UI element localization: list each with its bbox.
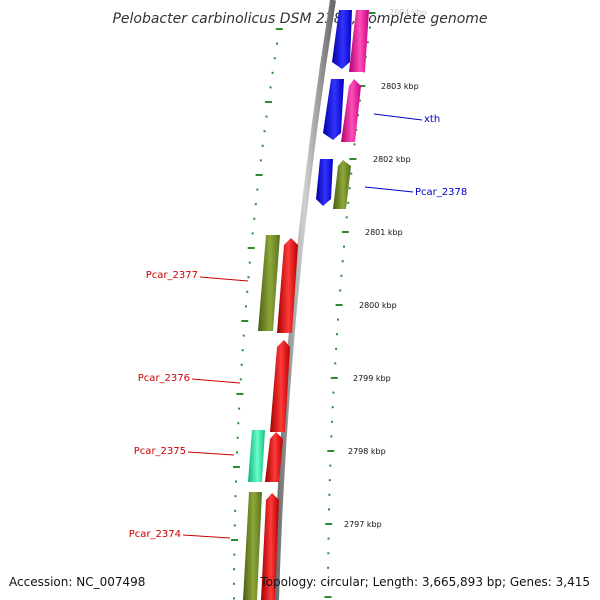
gene-feature-olive (243, 492, 262, 600)
genome-backbone (273, 0, 336, 600)
kbp-label: 2804 kbp (389, 8, 427, 17)
gene-feature-red (265, 432, 283, 482)
gene-label-leader (182, 534, 231, 539)
gene-feature-red (261, 493, 279, 600)
kbp-label: 2798 kbp (348, 447, 386, 456)
kbp-scale-labels: 2804 kbp 2803 kbp 2802 kbp 2801 kbp 2800… (344, 8, 427, 529)
kbp-label: 2799 kbp (353, 374, 391, 383)
gene-label-leader (364, 186, 414, 193)
gene-labels: xth Pcar_2378 Pcar_2377 Pcar_2376 Pcar_2… (129, 113, 467, 540)
genome-stats-text: Topology: circular; Length: 3,665,893 bp… (259, 575, 590, 589)
gene-label-leader (191, 378, 241, 384)
gene-feature-red (270, 340, 290, 432)
gene-feature-olive (333, 160, 351, 209)
gene-feature-blue (332, 10, 352, 69)
gene-label-xth: xth (424, 114, 440, 125)
gene-label-pcar-2378: Pcar_2378 (415, 187, 467, 198)
gene-feature-red (277, 238, 298, 333)
gene-feature-blue (316, 159, 333, 206)
map-title: Pelobacter carbinolicus DSM 2380, comple… (112, 11, 487, 27)
gene-feature-olive (258, 235, 280, 331)
gene-feature-magenta (349, 10, 369, 72)
kbp-label: 2803 kbp (381, 82, 419, 91)
gene-features (243, 10, 369, 600)
kbp-label: 2800 kbp (359, 301, 397, 310)
gene-feature-blue (323, 79, 344, 140)
kbp-label: 2801 kbp (365, 228, 403, 237)
kbp-label: 2797 kbp (344, 520, 382, 529)
gene-feature-mint (248, 430, 265, 482)
tick-marks-inner (231, 28, 283, 600)
gene-label-pcar-2376: Pcar_2376 (138, 373, 190, 384)
gene-label-leader (199, 276, 249, 282)
gene-feature-magenta (341, 79, 361, 142)
gene-label-pcar-2374: Pcar_2374 (129, 529, 181, 540)
gene-label-pcar-2375: Pcar_2375 (134, 446, 186, 457)
gene-label-pcar-2377: Pcar_2377 (146, 270, 198, 281)
gene-label-leader (187, 451, 235, 456)
kbp-label: 2802 kbp (373, 155, 411, 164)
accession-text: Accession: NC_007498 (9, 575, 145, 589)
gene-label-leader (373, 113, 423, 121)
